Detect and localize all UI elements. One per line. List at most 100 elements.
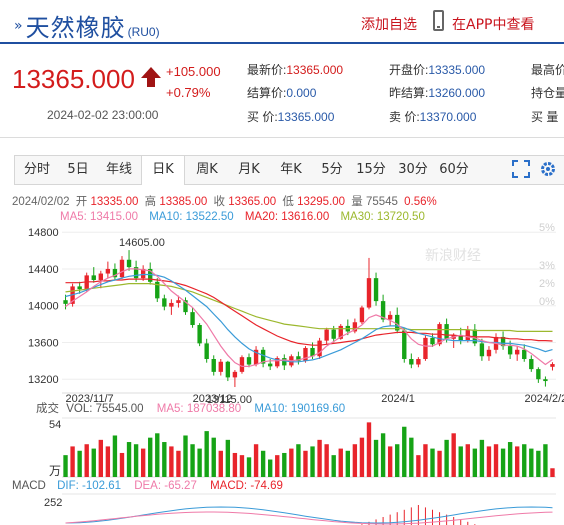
ma10-line [65,273,553,363]
volume-bar [211,437,216,477]
info-date: 2024/02/02 [12,196,70,208]
volume-bar [310,446,315,477]
info-vol: 75545 [366,196,398,208]
x-tick-label: 2024/1 [381,393,415,405]
volume-bar [232,452,238,477]
ma30-line [65,282,553,332]
double-chevron-icon: » [14,18,24,34]
tab-monthly-k[interactable]: 月K [238,162,260,177]
latest-price-value: 13365.000 [286,63,344,77]
settle-price-label: 结算价: [247,86,287,100]
settings-gear-icon[interactable] [540,161,556,177]
candle-body [380,301,386,320]
add-watchlist-link[interactable]: 添加自选 [361,17,417,33]
quote-divider [0,137,564,138]
candle-body [395,314,400,331]
candle-body [359,307,365,323]
tab-yearly-k[interactable]: 年K [280,162,302,177]
volume-bar [218,450,223,477]
volume-bar [437,450,442,477]
volume-bar [345,450,351,477]
ma-lines [65,268,553,367]
settle-price-field: 结算价:0.000 [247,84,316,101]
volume-title: 成交 [36,401,59,415]
tab-30min[interactable]: 30分 [398,162,428,177]
macd-legend: MACD DIF: -102.61 DEA: -65.27 MACD: -74.… [12,480,283,492]
volume-bar [373,439,379,477]
tab-daily-k[interactable]: 日K [141,156,185,185]
latest-price-label: 最新价: [247,63,287,77]
info-close: 13365.00 [228,196,276,208]
kline-chart[interactable]: 2024/02/02 开 13335.00 高 13385.00 收 13365… [0,185,564,525]
candle-body [126,259,132,268]
tab-5min[interactable]: 5分 [321,162,343,177]
tab-weekly-k[interactable]: 周K [196,162,218,177]
volume-bar [522,444,527,477]
candle-body [402,330,407,359]
tab-intraday[interactable]: 分时 [23,162,50,177]
volume-bar [105,446,111,477]
volume-bar [197,448,202,477]
candle-body [190,312,195,325]
volume-bar [162,442,167,477]
candle-body [514,349,520,355]
tab-yearline[interactable]: 年线 [105,162,132,177]
volume-bar [331,455,336,477]
price-change-pct: +0.79% [166,85,211,100]
tab-60min[interactable]: 60分 [439,162,469,177]
candle-body [176,300,181,303]
macd-ymax: 252 [44,497,62,509]
volume-legend: 成交 VOL: 75545.00 MA5: 187038.80 MA10: 19… [36,401,345,415]
candle-body [310,347,315,357]
candle-body [486,349,492,357]
pct-tick-label: 2% [539,278,555,290]
info-open: 13335.00 [90,196,138,208]
candle-body [331,329,336,339]
bid-price-value: 13365.000 [277,110,335,124]
pct-tick-label: 5% [539,222,555,234]
watermark-text: 新浪财经 [425,247,481,263]
tab-15min[interactable]: 15分 [356,162,386,177]
volume-bar [183,435,188,477]
volume-bar [148,437,153,477]
volume-bar [133,444,139,477]
ma5-line [65,268,553,367]
candle-body [211,359,216,372]
candle-body [169,302,174,307]
volume-bar [84,444,89,477]
candle-body [536,369,541,380]
open-interest-label: 持仓量 [531,86,564,100]
volume-bar [91,448,96,477]
candle-body [507,346,513,355]
tab-5day[interactable]: 5日 [67,162,89,177]
pct-tick-label: 0% [539,296,555,308]
open-price-field: 开盘价:13335.000 [389,61,485,78]
volume-bar [225,439,231,477]
candle-body [296,356,301,361]
volume-bar [500,448,506,477]
macd-dea: DEA: -65.27 [134,480,197,492]
volume-bar [155,433,160,477]
info-pct: 0.56% [404,196,437,208]
candle-body [338,325,343,339]
volume-bar [324,444,329,477]
instrument-code: (RU0) [127,25,160,39]
fullscreen-icon[interactable] [512,160,530,178]
volume-bar [550,468,555,477]
volume-bar [458,446,463,477]
candle-body [119,259,125,278]
volume-bar [536,450,541,477]
info-high: 13385.00 [159,196,207,208]
volume-bar [493,444,499,477]
legend-ma5: MA5: 13415.00 [60,211,138,223]
bid-price-label: 买 价: [247,110,278,124]
view-in-app-link[interactable]: 在APP中查看 [452,17,535,33]
candle-body [91,275,96,280]
price-change: +105.000 [166,64,221,79]
candle-body [253,349,259,365]
prev-settle-label: 昨结算: [389,86,429,100]
candle-body [430,337,435,345]
candle-body [324,329,329,341]
candle-body [543,379,548,382]
volume-bar [338,448,343,477]
